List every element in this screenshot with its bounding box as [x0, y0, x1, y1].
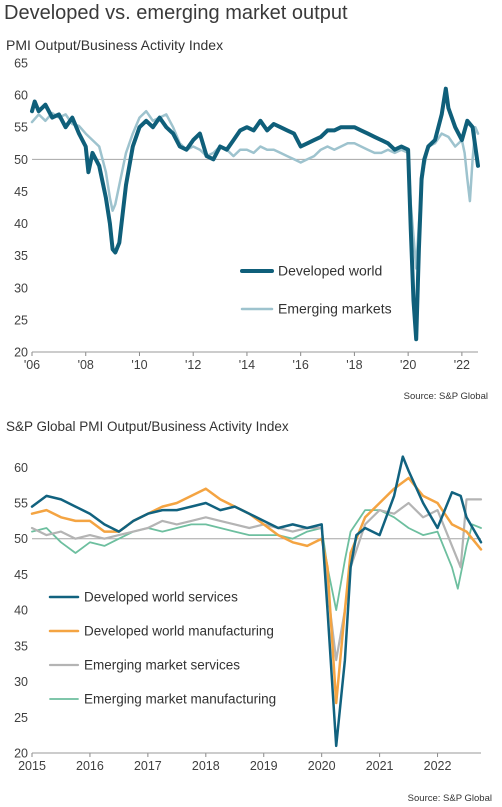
x-tick-label: 2019 — [250, 759, 278, 773]
series-line-developed-world-services — [30, 455, 483, 748]
legend-label: Developed world — [278, 263, 382, 279]
y-tick-label: 60 — [14, 461, 28, 475]
x-tick-label: '20 — [400, 358, 416, 372]
legend-label: Emerging markets — [278, 301, 392, 317]
x-tick-label: 2022 — [424, 759, 452, 773]
y-tick-label: 30 — [14, 675, 28, 689]
y-tick-label: 35 — [14, 249, 28, 263]
y-tick-label: 25 — [14, 711, 28, 725]
x-tick-label: '22 — [454, 358, 470, 372]
y-tick-label: 25 — [14, 313, 28, 327]
legend-label: Emerging market services — [84, 658, 240, 673]
series-line-developed-world-manufacturing — [30, 476, 483, 705]
source-note: Source: S&P Global — [408, 793, 492, 804]
page-title: Developed vs. emerging market output — [4, 2, 348, 24]
y-tick-label: 20 — [14, 747, 28, 761]
x-tick-label: '12 — [185, 358, 201, 372]
y-tick-label: 55 — [14, 497, 28, 511]
x-tick-label: 2020 — [308, 759, 336, 773]
legend-label: Developed world manufacturing — [84, 624, 274, 639]
x-tick-label: 2021 — [366, 759, 394, 773]
chart-title: S&P Global PMI Output/Business Activity … — [6, 419, 289, 434]
y-tick-label: 45 — [14, 185, 28, 199]
chart-developed-vs-emerging: PMI Output/Business Activity Index 20 25 30… — [6, 37, 488, 402]
series-line-developed-world — [30, 86, 480, 342]
legend-label: Developed world services — [84, 590, 238, 605]
legend-label: Emerging market manufacturing — [84, 692, 276, 707]
x-tick-label: '08 — [78, 358, 94, 372]
x-tick-label: '16 — [293, 358, 309, 372]
x-tick-label: 2015 — [18, 759, 46, 773]
y-tick-label: 20 — [14, 346, 28, 360]
y-tick-label: 40 — [14, 217, 28, 231]
x-tick-label: 2018 — [192, 759, 220, 773]
y-tick-label: 35 — [14, 639, 28, 653]
x-tick-label: 2017 — [134, 759, 162, 773]
y-tick-label: 45 — [14, 568, 28, 582]
x-tick-label: '14 — [239, 358, 255, 372]
y-tick-label: 30 — [14, 281, 28, 295]
y-tick-label: 40 — [14, 604, 28, 618]
x-tick-label: '06 — [24, 358, 40, 372]
series-line-emerging-market-manufacturing — [31, 509, 482, 611]
y-tick-label: 55 — [14, 121, 28, 135]
chart-sector-breakdown: S&P Global PMI Output/Business Activity … — [6, 419, 492, 804]
x-tick-label: '18 — [346, 358, 362, 372]
y-tick-label: 50 — [14, 153, 28, 167]
x-tick-label: '10 — [131, 358, 147, 372]
y-tick-label: 60 — [14, 89, 28, 103]
source-note: Source: S&P Global — [404, 391, 488, 402]
chart-title: PMI Output/Business Activity Index — [6, 37, 223, 53]
y-tick-label: 65 — [14, 57, 28, 71]
y-tick-label: 50 — [14, 532, 28, 546]
x-tick-label: 2016 — [76, 759, 104, 773]
